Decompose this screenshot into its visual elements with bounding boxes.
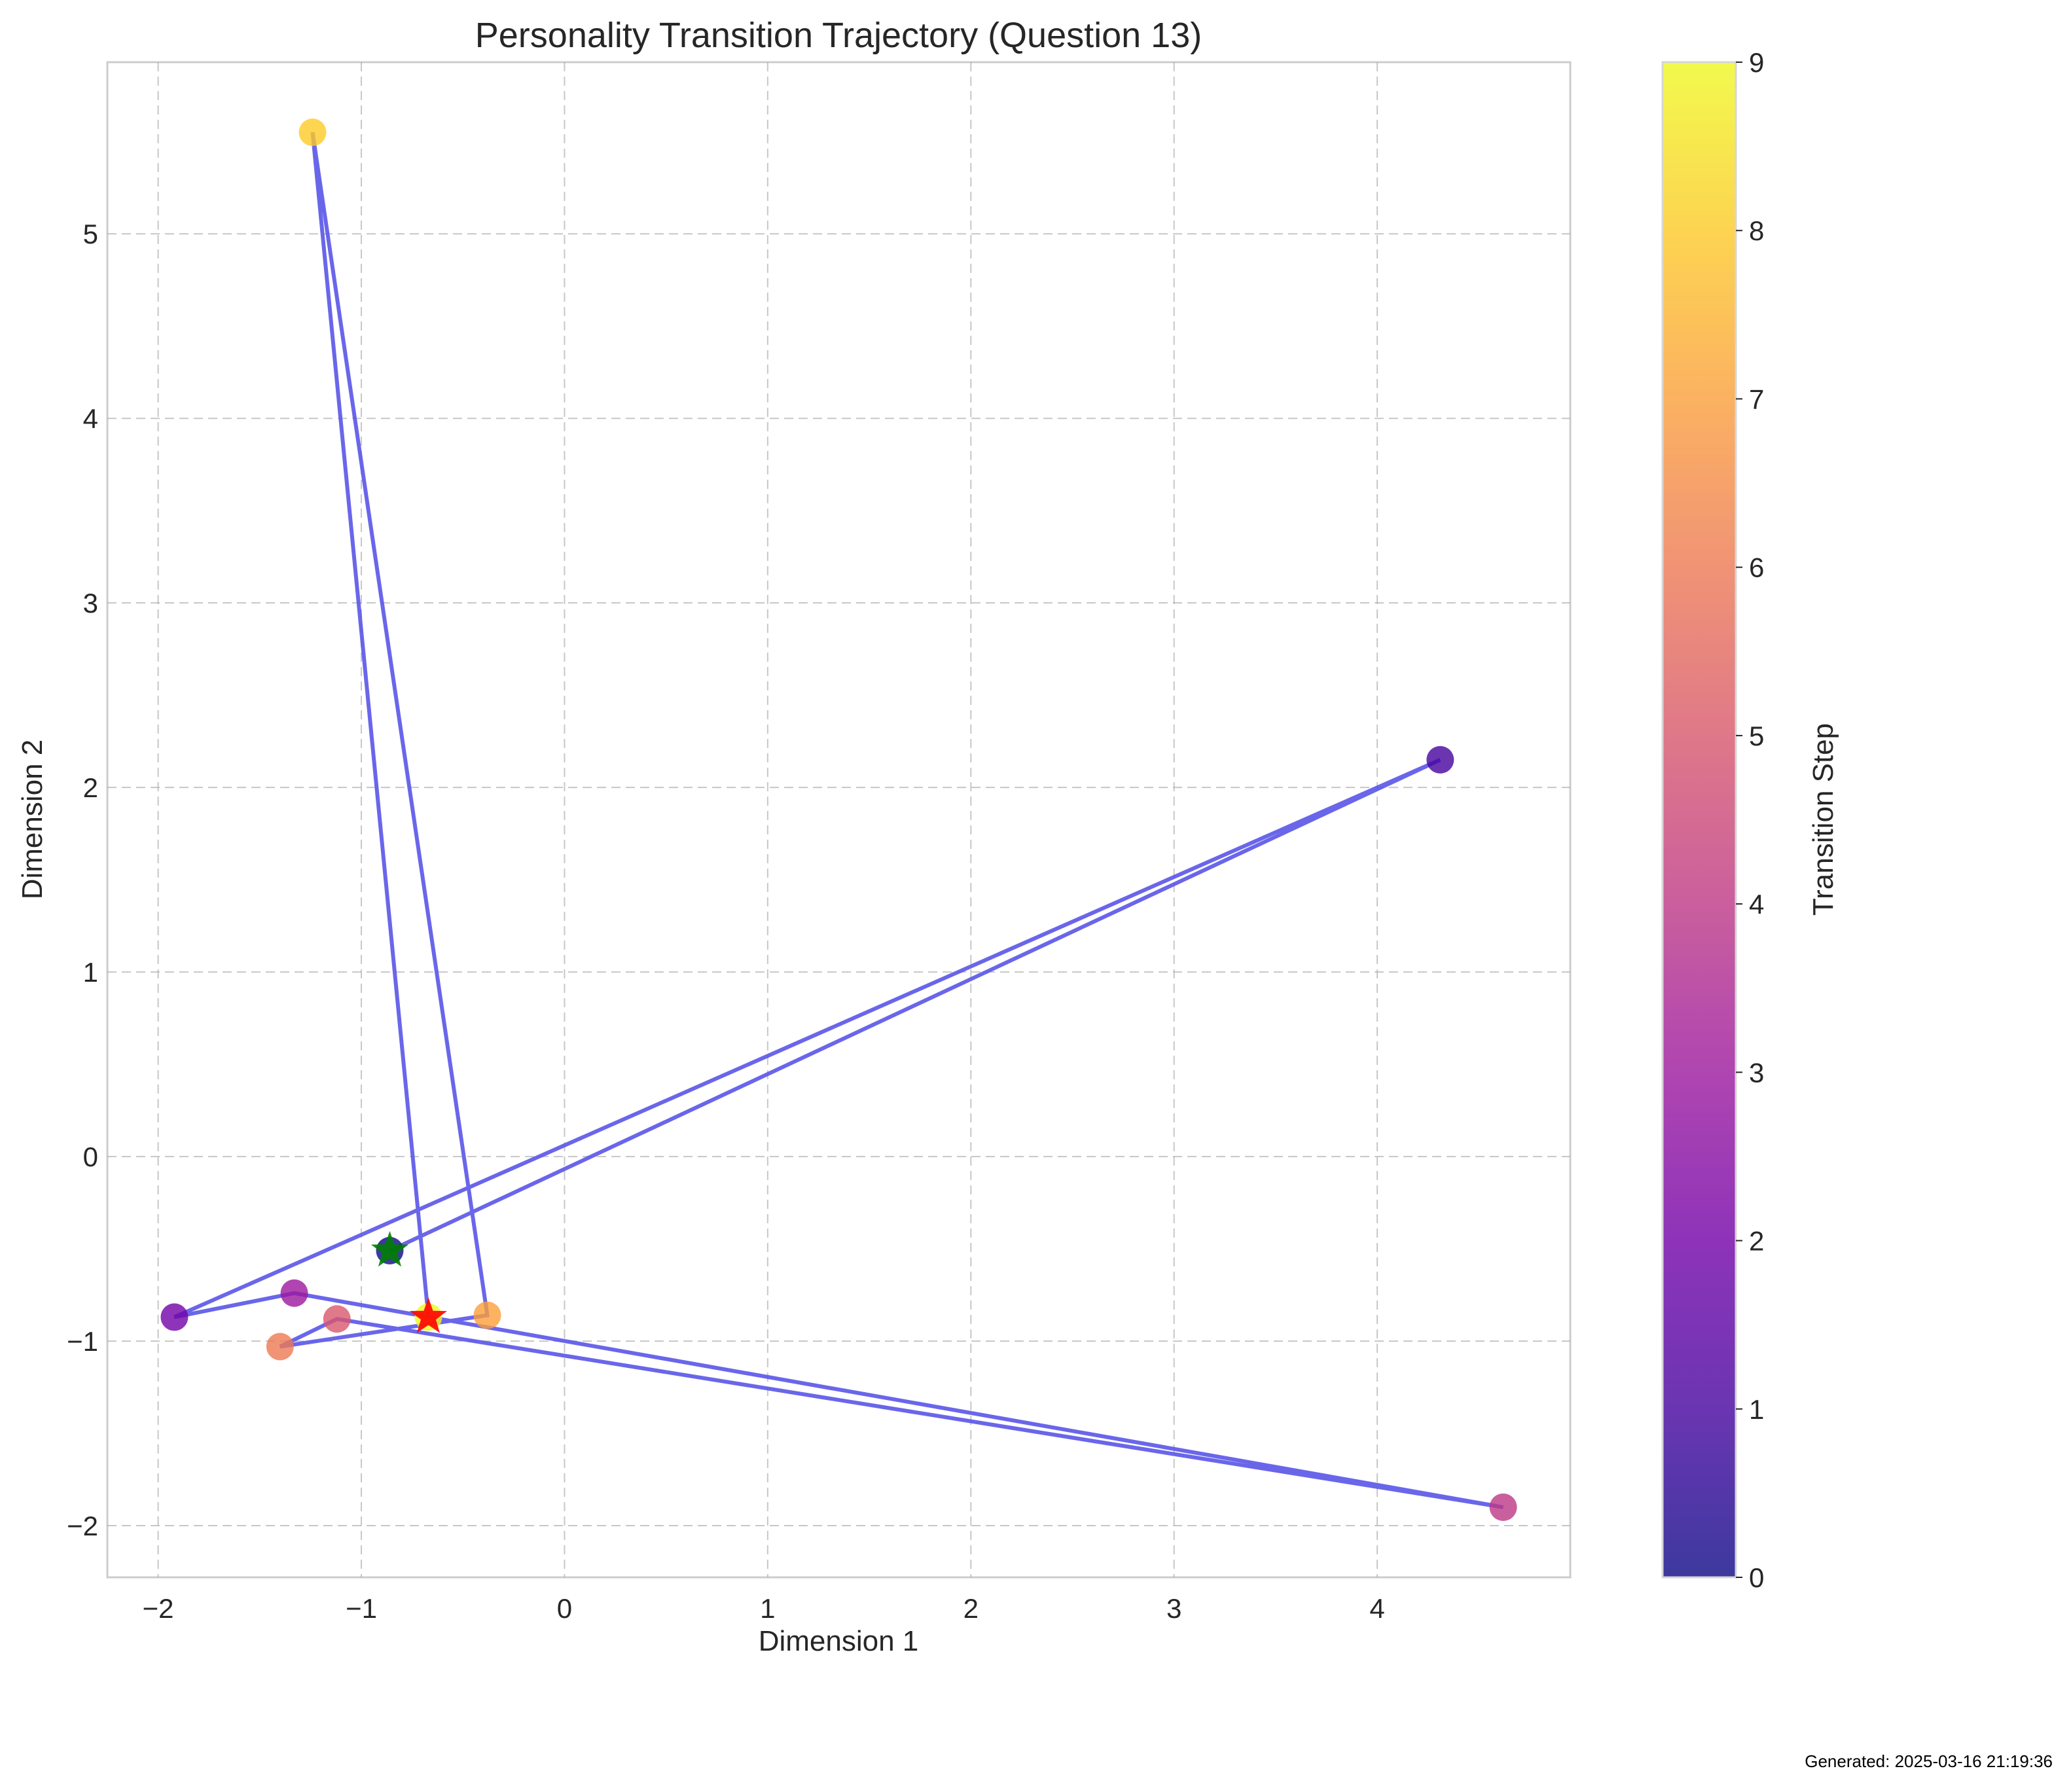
x-axis-label: Dimension 1 — [759, 1625, 919, 1657]
x-tick-label: 3 — [1166, 1593, 1181, 1624]
colorbar-gradient — [1661, 61, 1737, 1579]
y-axis-label: Dimension 2 — [16, 740, 48, 900]
y-tick-label: 2 — [83, 772, 98, 803]
colorbar-tick-label: 9 — [1749, 47, 1764, 78]
chart-title: Personality Transition Trajectory (Quest… — [475, 16, 1202, 55]
colorbar-tick-label: 0 — [1749, 1562, 1764, 1593]
y-tick-label: −2 — [67, 1511, 98, 1541]
colorbar-tick-label: 4 — [1749, 889, 1764, 920]
y-tick-label: 4 — [83, 403, 98, 434]
colorbar-tick-label: 1 — [1749, 1394, 1764, 1425]
generated-timestamp: Generated: 2025-03-16 21:19:36 — [1805, 1751, 2053, 1771]
colorbar-tick-label: 7 — [1749, 384, 1764, 414]
y-tick-label: 3 — [83, 588, 98, 618]
colorbar-tick-label: 2 — [1749, 1226, 1764, 1257]
x-tick-label: −1 — [346, 1593, 377, 1624]
end-marker — [409, 1297, 447, 1333]
y-tick-label: 0 — [83, 1141, 98, 1172]
y-tick-label: −1 — [67, 1326, 98, 1357]
colorbar-tick-label: 5 — [1749, 721, 1764, 751]
colorbar-tick-label: 8 — [1749, 215, 1764, 246]
grid-lines — [107, 62, 1570, 1577]
point-step-6 — [266, 1333, 294, 1361]
trajectory — [173, 132, 1504, 1509]
x-tick-label: 1 — [760, 1593, 775, 1624]
plot-frame — [106, 61, 1572, 1579]
colorbar-ticks: 0 1 2 3 4 5 6 7 8 9 — [1736, 47, 1764, 1593]
point-step-7 — [473, 1301, 501, 1329]
x-tick-label: −2 — [143, 1593, 174, 1624]
y-tick-label: 5 — [83, 219, 98, 249]
y-axis-ticks: −2 −1 0 1 2 3 4 5 — [67, 219, 98, 1541]
colorbar-tick-label: 6 — [1749, 552, 1764, 583]
start-marker — [370, 1230, 408, 1267]
trajectory-line — [173, 132, 1504, 1509]
x-axis-ticks: −2 −1 0 1 2 3 4 — [143, 1593, 1385, 1624]
point-step-5 — [323, 1305, 351, 1333]
colorbar: 0 1 2 3 4 5 6 7 8 9 Transition Step — [1661, 47, 1839, 1593]
markers — [370, 1230, 447, 1333]
point-step-3 — [280, 1279, 308, 1307]
colorbar-tick-label: 3 — [1749, 1057, 1764, 1088]
point-step-4 — [1489, 1493, 1517, 1521]
x-tick-label: 4 — [1369, 1593, 1384, 1624]
point-step-2 — [160, 1303, 189, 1331]
y-tick-label: 1 — [83, 957, 98, 988]
point-step-8 — [298, 118, 327, 147]
point-step-1 — [1426, 745, 1454, 774]
colorbar-label: Transition Step — [1807, 723, 1839, 916]
x-tick-label: 0 — [557, 1593, 572, 1624]
plot-area — [106, 61, 1572, 1579]
x-tick-label: 2 — [963, 1593, 979, 1624]
